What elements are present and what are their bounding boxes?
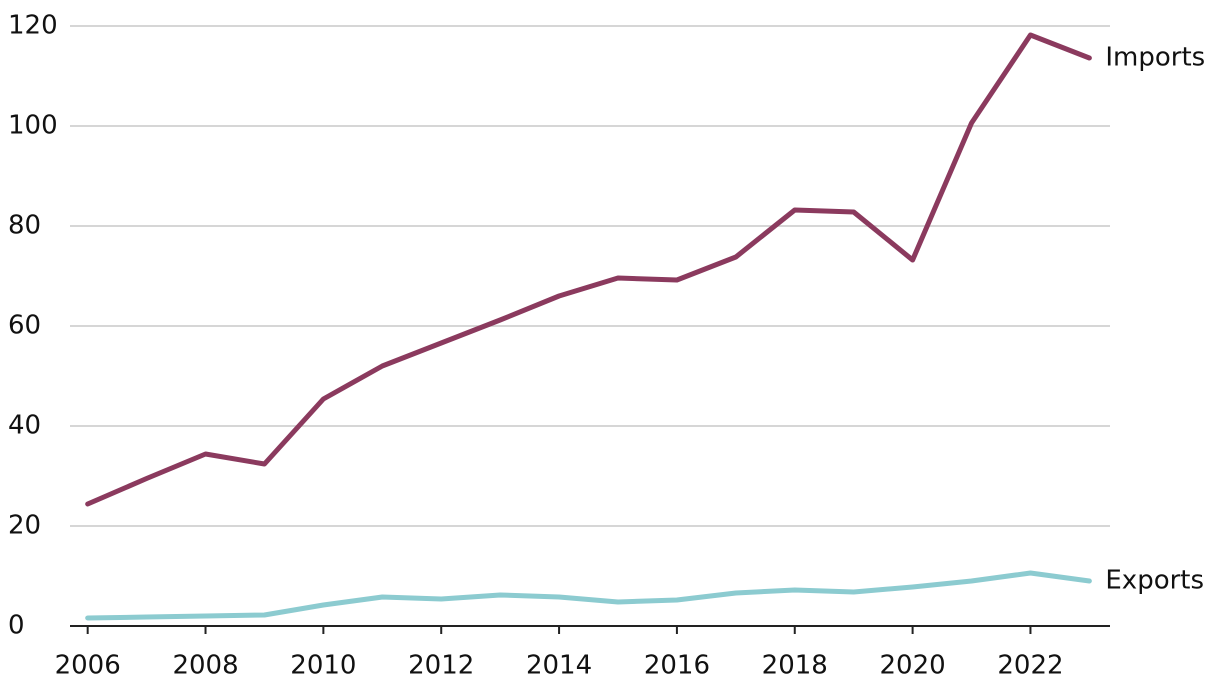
- x-tick-label: 2012: [408, 651, 474, 681]
- series-label: Exports: [1105, 566, 1204, 596]
- x-tick-label: 2022: [997, 651, 1063, 681]
- y-tick-label: 40: [8, 411, 41, 441]
- x-tick-label: 2018: [762, 651, 828, 681]
- y-tick-label: 80: [8, 211, 41, 241]
- series-label: Imports: [1105, 43, 1205, 73]
- series-line: [85, 570, 1092, 621]
- y-tick-label: 100: [8, 111, 58, 141]
- x-tick-label: 2006: [55, 651, 121, 681]
- y-tick-label: 120: [8, 11, 58, 41]
- x-tick-label: 2010: [290, 651, 356, 681]
- x-tick-label: 2014: [526, 651, 592, 681]
- y-tick-label: 60: [8, 311, 41, 341]
- x-tick-label: 2020: [880, 651, 946, 681]
- x-tick-label: 2016: [644, 651, 710, 681]
- series-line: [85, 32, 1092, 507]
- y-tick-label: 20: [8, 511, 41, 541]
- y-tick-label: 0: [8, 611, 25, 641]
- x-tick-label: 2008: [172, 651, 238, 681]
